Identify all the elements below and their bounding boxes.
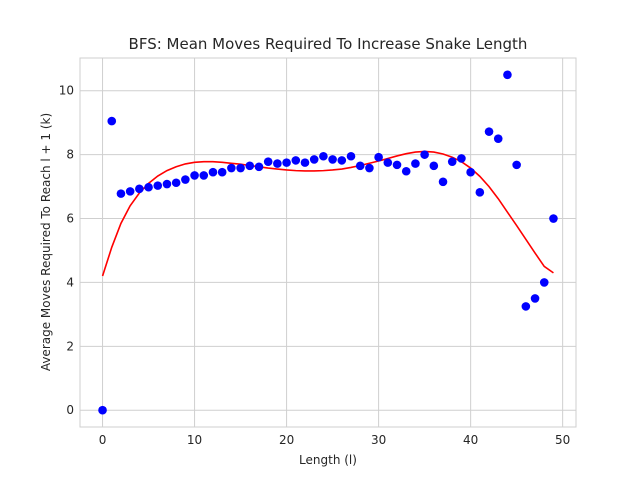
data-point [346, 151, 356, 161]
data-point [365, 163, 374, 173]
x-tick-label: 30 [371, 433, 386, 447]
data-point [466, 167, 475, 177]
data-point [438, 177, 448, 187]
data-point [530, 294, 540, 303]
data-point [144, 182, 153, 192]
data-point [328, 155, 337, 164]
plot-frame [79, 57, 577, 428]
data-point [181, 175, 190, 184]
data-point [392, 160, 402, 170]
data-point [254, 162, 264, 172]
data-point [190, 171, 199, 180]
data-point [355, 161, 365, 171]
data-point [429, 161, 439, 171]
data-point [503, 70, 512, 80]
data-point [273, 159, 282, 168]
grid-lines [80, 58, 576, 427]
data-point [245, 161, 255, 171]
data-point [263, 157, 273, 166]
y-tick-label: 10 [59, 84, 74, 98]
data-point [475, 188, 485, 197]
data-point [171, 178, 181, 188]
x-tick-label: 50 [555, 433, 570, 447]
x-tick-label: 0 [99, 433, 107, 447]
data-point [125, 187, 135, 196]
data-point [447, 157, 457, 166]
data-marks [98, 70, 558, 415]
data-point [309, 155, 319, 164]
data-point [208, 167, 218, 177]
data-point [401, 166, 411, 176]
data-point [227, 163, 236, 173]
data-point [383, 158, 393, 167]
y-tick-label: 2 [66, 339, 74, 353]
y-axis-label: Average Moves Required To Reach l + 1 (k… [39, 113, 53, 371]
data-point [162, 179, 172, 189]
data-point [493, 134, 503, 143]
data-point [539, 278, 549, 287]
y-tick-label: 8 [66, 148, 74, 162]
trend-line [101, 150, 554, 277]
data-point [98, 405, 107, 415]
data-point [300, 158, 310, 167]
tick-labels: 0 10 20 30 40 50 0 2 4 6 8 10 [59, 84, 571, 447]
data-point [153, 181, 163, 190]
data-point [116, 189, 126, 198]
data-point [107, 116, 117, 126]
data-point [549, 214, 558, 223]
data-point [521, 302, 531, 311]
data-point [135, 184, 144, 194]
x-axis-label: Length (l) [299, 453, 357, 467]
data-point [282, 158, 291, 167]
x-tick-label: 10 [187, 433, 202, 447]
data-point [484, 127, 494, 136]
y-tick-label: 6 [66, 212, 74, 226]
data-point [236, 163, 245, 173]
data-point [291, 156, 301, 165]
data-point [512, 160, 521, 170]
x-tick-label: 40 [463, 433, 478, 447]
data-point [374, 152, 383, 162]
data-point [411, 159, 420, 168]
data-point [337, 156, 347, 165]
y-tick-label: 0 [66, 403, 74, 417]
data-point [420, 150, 429, 159]
y-tick-label: 4 [66, 275, 74, 289]
data-point [457, 154, 466, 163]
data-point [217, 167, 227, 177]
data-point [319, 151, 328, 161]
data-point [199, 171, 209, 180]
chart-title: BFS: Mean Moves Required To Increase Sna… [129, 35, 528, 53]
x-tick-label: 20 [279, 433, 294, 447]
